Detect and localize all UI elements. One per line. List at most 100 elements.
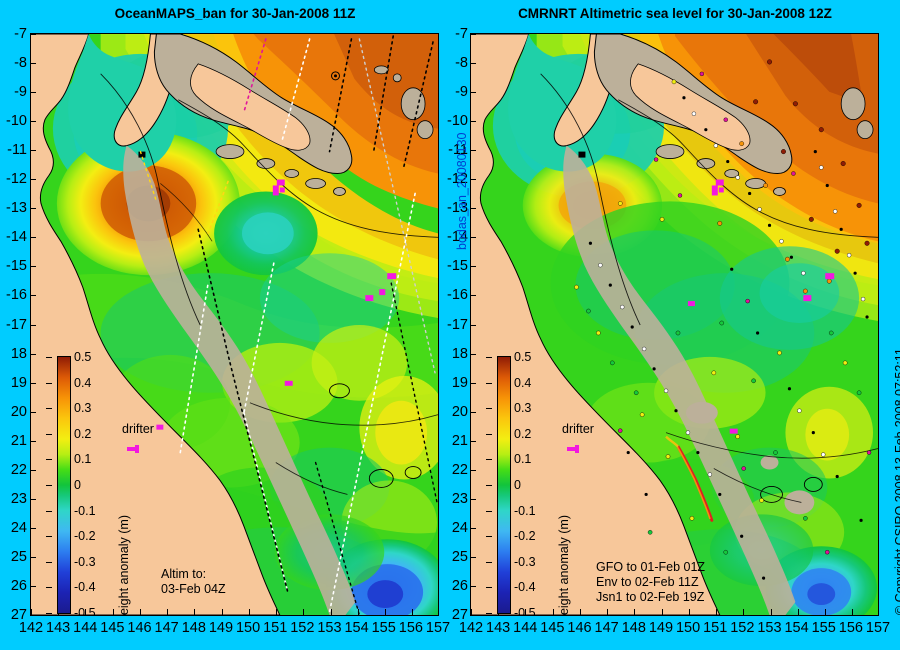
annotation-block-left: Altim to: 03-Feb 04Z — [161, 567, 226, 597]
colorbar-tick-label: 0.3 — [74, 401, 92, 416]
x-axis-tick-label: 153 — [317, 620, 342, 636]
y-axis-tick-mark — [30, 179, 36, 181]
drifter-markers-right — [687, 179, 835, 434]
colorbar-labels-left: 0.5 0.4 0.3 0.2 0.1 0 -0.1 -0.2 -0.3 -0.4 -0.5 — [74, 350, 116, 615]
colorbar-tick-label: 0.4 — [514, 375, 532, 390]
x-axis-tick-label: 152 — [290, 620, 315, 636]
x-axis-tick-label: 146 — [567, 620, 592, 636]
y-axis-tick-mark — [30, 527, 36, 529]
x-axis-tick-label: 151 — [703, 620, 728, 636]
colorbar-tick-mark — [46, 459, 52, 461]
x-axis-tick-label: 156 — [838, 620, 863, 636]
colorbar-tick-label: -0.3 — [74, 554, 96, 569]
colorbar-tick-label: 0.5 — [514, 350, 532, 364]
y-axis-tick-label: -16 — [6, 287, 27, 304]
y-axis-tick-mark — [30, 353, 36, 355]
y-axis-tick-mark — [470, 556, 476, 558]
y-axis-tick-label: 24 — [10, 519, 27, 536]
y-axis-tick-label: 20 — [10, 403, 27, 420]
x-axis-tick-label: 148 — [181, 620, 206, 636]
y-axis-tick-label: 25 — [10, 548, 27, 565]
y-axis-tick-label: 19 — [451, 374, 468, 391]
colorbar-ticks-left — [46, 356, 52, 614]
colorbar-tick-label: 0.1 — [74, 452, 92, 467]
y-axis-tick-label: 19 — [10, 374, 27, 391]
y-axis-tick-mark — [30, 382, 36, 384]
map-canvas-right — [471, 34, 878, 615]
colorbar-tick-label: -0.4 — [74, 580, 96, 595]
y-axis-tick-label: 18 — [10, 345, 27, 362]
y-axis-tick-mark — [470, 585, 476, 587]
x-axis-tick-label: 144 — [73, 620, 98, 636]
y-axis-tick-mark — [470, 121, 476, 123]
y-axis-tick-label: 22 — [10, 461, 27, 478]
colorbar-tick-mark — [486, 357, 492, 358]
y-axis-tick-label: -11 — [7, 142, 27, 159]
y-axis-tick-mark — [470, 440, 476, 442]
annotation-line: Env to 02-Feb 11Z — [596, 575, 699, 589]
y-axis-tick-label: 27 — [451, 607, 468, 623]
y-axis-tick-mark — [30, 615, 36, 616]
map-panel-right[interactable]: 0.5 0.4 0.3 0.2 0.1 0 -0.1 -0.2 -0.3 -0.4 -0.5 hei… — [470, 33, 879, 616]
y-axis-tick-mark — [30, 63, 36, 65]
annotation-line: Jsn1 to 02-Feb 19Z — [596, 590, 705, 604]
y-axis-tick-mark — [470, 237, 476, 239]
x-axis-tick-label: 155 — [811, 620, 836, 636]
y-axis-tick-label: -9 — [14, 84, 27, 101]
y-axis-tick-label: 22 — [451, 461, 468, 478]
colorbar-tick-mark — [486, 587, 492, 589]
y-axis-tick-mark — [470, 615, 476, 616]
colorbar-tick-mark — [46, 433, 52, 435]
y-axis-tick-label: -9 — [455, 84, 468, 101]
y-axis-tick-label: -13 — [6, 200, 27, 217]
y-axis-tick-label: -8 — [455, 55, 468, 72]
colorbar-tick-label: -0.2 — [514, 529, 536, 544]
y-axis-tick-label: -17 — [447, 316, 468, 333]
x-axis-labels-left: 142 143 144 145 146 147 148 149 150 151 152 153 154 1… — [19, 620, 450, 646]
y-axis-tick-mark — [470, 295, 476, 297]
y-axis-labels-right: -7 -8 -9 -10 -11 -12 -13 -14 -15 -16 -17 18 19 20 21 22… — [441, 26, 469, 623]
annotation-line: GFO to 01-Feb 01Z — [596, 560, 706, 574]
x-axis-tick-label: 157 — [865, 620, 891, 636]
colorbar-tick-mark — [46, 408, 52, 410]
y-axis-tick-label: -15 — [447, 258, 468, 275]
colorbar-tick-mark — [486, 536, 492, 538]
y-axis-tick-mark — [470, 92, 476, 94]
colorbar-tick-mark — [486, 510, 492, 512]
drifter-legend-label-right: drifter — [562, 422, 594, 436]
y-axis-tick-mark — [470, 411, 476, 413]
drifter-legend-label-left: drifter — [122, 422, 154, 436]
y-axis-tick-mark — [470, 208, 476, 210]
y-axis-tick-mark — [30, 585, 36, 587]
y-axis-tick-mark — [30, 34, 36, 35]
x-axis-tick-label: 143 — [46, 620, 71, 636]
colorbar-ticks-right — [486, 356, 492, 614]
y-axis-tick-label: -7 — [14, 26, 27, 42]
colorbar-tick-mark — [46, 382, 52, 384]
y-axis-tick-mark — [470, 527, 476, 529]
x-axis-tick-label: 146 — [127, 620, 152, 636]
colorbar-tick-label: -0.2 — [74, 529, 96, 544]
x-axis-tick-label: 142 — [458, 620, 484, 636]
y-axis-labels-left: -7 -8 -9 -10 -11 -12 -13 -14 -15 -16 -17 18 19 20 21 22… — [0, 26, 28, 623]
colorbar-tick-label: -0.1 — [514, 503, 536, 518]
y-axis-tick-label: -13 — [447, 200, 468, 217]
x-axis-tick-label: 157 — [425, 620, 451, 636]
colorbar-axis-title-left: height anomaly (m) — [117, 515, 131, 616]
y-axis-tick-mark — [30, 295, 36, 297]
colorbar-tick-mark — [46, 587, 52, 589]
y-axis-tick-label: 25 — [451, 548, 468, 565]
y-axis-tick-mark — [470, 179, 476, 181]
x-axis-tick-label: 145 — [100, 620, 125, 636]
annotation-block-right: GFO to 01-Feb 01Z Env to 02-Feb 11Z Jsn1… — [596, 560, 705, 605]
map-panel-left[interactable]: 0.5 0.4 0.3 0.2 0.1 0 -0.1 -0.2 -0.3 -0.4 -0.5 hei… — [30, 33, 439, 616]
y-axis-tick-mark — [30, 556, 36, 558]
y-axis-tick-mark — [470, 382, 476, 384]
x-axis-tick-label: 147 — [154, 620, 179, 636]
y-axis-tick-label: -14 — [447, 229, 468, 246]
x-axis-labels-right: 142 143 144 145 146 147 148 149 150 151 152 153 154 1… — [459, 620, 890, 646]
y-axis-tick-mark — [470, 498, 476, 500]
y-axis-tick-label: -17 — [6, 316, 27, 333]
y-axis-tick-mark — [30, 469, 36, 471]
